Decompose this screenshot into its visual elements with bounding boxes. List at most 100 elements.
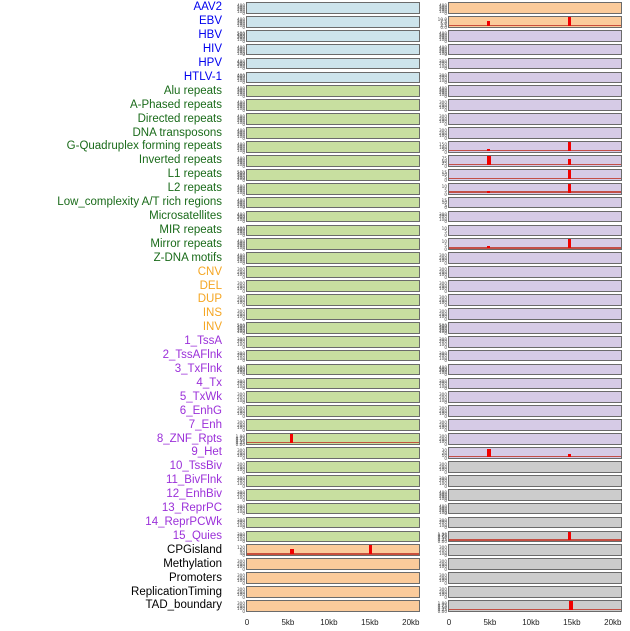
track-label-tad-boundary[interactable]: TAD_boundary: [145, 599, 223, 612]
track-right-1-tssa[interactable]: [448, 335, 622, 348]
track-label-8-znf-rpts[interactable]: 8_ZNF_Rpts: [156, 432, 222, 445]
track-left-2-tssaflnk[interactable]: [246, 349, 420, 362]
track-label-directed-repeats[interactable]: Directed repeats: [137, 112, 222, 125]
track-right-ebv[interactable]: [448, 15, 622, 28]
track-left-g-quadruplex-forming-repeats[interactable]: [246, 141, 420, 153]
track-label-3-txflnk[interactable]: 3_TxFlnk: [174, 362, 222, 375]
track-label-inv[interactable]: INV: [202, 321, 222, 334]
track-label-hiv[interactable]: HIV: [202, 43, 222, 56]
track-left-hiv[interactable]: [246, 43, 420, 56]
track-label-11-bivflnk[interactable]: 11_BivFlnk: [165, 474, 222, 487]
track-left-replicationtiming[interactable]: [246, 586, 420, 598]
track-left-ins[interactable]: [246, 308, 420, 320]
track-right-14-reprpcwk[interactable]: [448, 516, 622, 529]
track-label-4-tx[interactable]: 4_Tx: [196, 376, 222, 389]
track-right-aav2[interactable]: [448, 2, 622, 14]
track-left-1-tssa[interactable]: [246, 335, 420, 348]
track-left-cpgisland[interactable]: [246, 544, 420, 557]
track-right-cpgisland[interactable]: [448, 544, 622, 557]
track-left-14-reprpcwk[interactable]: [246, 516, 420, 529]
track-label-6-enhg[interactable]: 6_EnhG: [179, 404, 222, 417]
track-right-tad-boundary[interactable]: [448, 600, 622, 612]
track-left-hbv[interactable]: [246, 29, 420, 42]
track-label-ebv[interactable]: EBV: [198, 15, 222, 28]
track-left-low-complexity-a-t-rich-regions[interactable]: [246, 196, 420, 209]
track-left-inv[interactable]: [246, 321, 420, 334]
track-label-replicationtiming[interactable]: ReplicationTiming: [131, 585, 222, 598]
track-left-4-tx[interactable]: [246, 377, 420, 390]
track-label-promoters[interactable]: Promoters: [168, 571, 222, 584]
track-right-12-enhbiv[interactable]: [448, 488, 622, 501]
track-left-5-txwk[interactable]: [246, 391, 420, 404]
track-left-11-bivflnk[interactable]: [246, 474, 420, 487]
track-right-methylation[interactable]: [448, 558, 622, 571]
track-right-a-phased-repeats[interactable]: [448, 99, 622, 112]
track-right-mir-repeats[interactable]: [448, 224, 622, 237]
track-label-htlv-1[interactable]: HTLV-1: [183, 70, 222, 83]
track-right-replicationtiming[interactable]: [448, 586, 622, 598]
track-label-del[interactable]: DEL: [199, 279, 222, 292]
track-right-4-tx[interactable]: [448, 377, 622, 390]
track-label-dup[interactable]: DUP: [197, 293, 222, 306]
track-label-14-reprpcwk[interactable]: 14_ReprPCWk: [145, 515, 222, 528]
track-right-15-quies[interactable]: [448, 530, 622, 543]
track-label-microsatellites[interactable]: Microsatellites: [149, 209, 222, 222]
track-right-promoters[interactable]: [448, 572, 622, 584]
track-label-l1-repeats[interactable]: L1 repeats: [167, 168, 222, 181]
track-right-htlv-1[interactable]: [448, 71, 622, 84]
track-label-10-tssbiv[interactable]: 10_TssBiv: [169, 460, 222, 473]
track-left-aav2[interactable]: [246, 2, 420, 14]
track-label-g-quadruplex-forming-repeats[interactable]: G-Quadruplex forming repeats: [66, 140, 222, 153]
track-left-l2-repeats[interactable]: [246, 182, 420, 195]
track-right-6-enhg[interactable]: [448, 405, 622, 418]
track-right-directed-repeats[interactable]: [448, 113, 622, 125]
track-right-microsatellites[interactable]: [448, 210, 622, 223]
track-label-z-dna-motifs[interactable]: Z-DNA motifs: [153, 251, 222, 264]
track-label-5-txwk[interactable]: 5_TxWk: [179, 390, 222, 403]
track-label-13-reprpc[interactable]: 13_ReprPC: [161, 502, 222, 515]
track-left-promoters[interactable]: [246, 572, 420, 584]
track-left-ebv[interactable]: [246, 15, 420, 28]
track-right-del[interactable]: [448, 280, 622, 292]
track-left-hpv[interactable]: [246, 57, 420, 70]
track-left-htlv-1[interactable]: [246, 71, 420, 84]
track-left-6-enhg[interactable]: [246, 405, 420, 418]
track-left-10-tssbiv[interactable]: [246, 461, 420, 473]
track-left-alu-repeats[interactable]: [246, 85, 420, 98]
track-left-13-reprpc[interactable]: [246, 502, 420, 515]
track-label-cnv[interactable]: CNV: [197, 265, 222, 278]
track-label-inverted-repeats[interactable]: Inverted repeats: [138, 154, 222, 167]
track-right-l1-repeats[interactable]: [448, 168, 622, 181]
track-left-8-znf-rpts[interactable]: [246, 433, 420, 445]
track-left-tad-boundary[interactable]: [246, 600, 420, 612]
track-label-aav2[interactable]: AAV2: [193, 1, 222, 14]
track-left-del[interactable]: [246, 280, 420, 292]
track-right-8-znf-rpts[interactable]: [448, 433, 622, 445]
track-right-cnv[interactable]: [448, 266, 622, 278]
track-right-3-txflnk[interactable]: [448, 363, 622, 376]
track-left-mir-repeats[interactable]: [246, 224, 420, 237]
track-left-microsatellites[interactable]: [246, 210, 420, 223]
track-label-alu-repeats[interactable]: Alu repeats: [163, 84, 222, 97]
track-label-12-enhbiv[interactable]: 12_EnhBiv: [166, 488, 222, 501]
track-right-dup[interactable]: [448, 294, 622, 306]
track-left-a-phased-repeats[interactable]: [246, 99, 420, 112]
track-label-cpgisland[interactable]: CPGisland: [167, 543, 222, 556]
track-right-z-dna-motifs[interactable]: [448, 252, 622, 265]
track-right-2-tssaflnk[interactable]: [448, 349, 622, 362]
track-label-9-het[interactable]: 9_Het: [191, 446, 222, 459]
track-left-inverted-repeats[interactable]: [246, 155, 420, 167]
track-left-9-het[interactable]: [246, 447, 420, 459]
track-right-10-tssbiv[interactable]: [448, 461, 622, 473]
track-left-cnv[interactable]: [246, 266, 420, 278]
track-right-13-reprpc[interactable]: [448, 502, 622, 515]
track-label-7-enh[interactable]: 7_Enh: [188, 418, 222, 431]
track-right-alu-repeats[interactable]: [448, 85, 622, 98]
track-left-methylation[interactable]: [246, 558, 420, 571]
track-right-ins[interactable]: [448, 308, 622, 320]
track-left-7-enh[interactable]: [246, 419, 420, 431]
track-right-hpv[interactable]: [448, 57, 622, 70]
track-right-l2-repeats[interactable]: [448, 182, 622, 195]
track-left-directed-repeats[interactable]: [246, 113, 420, 125]
track-label-1-tssa[interactable]: 1_TssA: [184, 335, 222, 348]
